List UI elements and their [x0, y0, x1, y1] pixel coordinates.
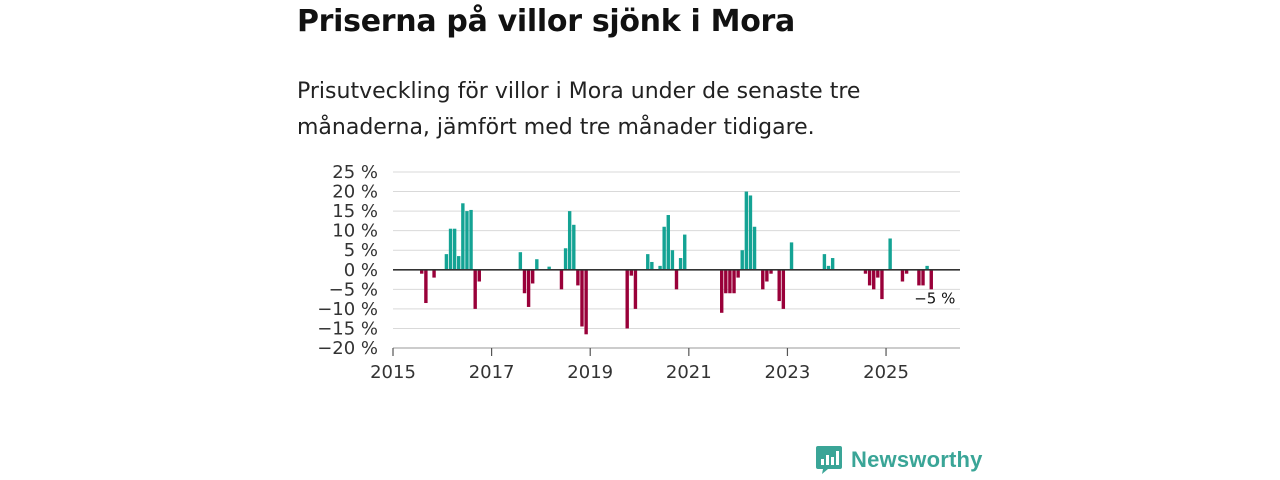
bar — [658, 265, 662, 270]
bar — [452, 228, 457, 270]
bar — [650, 261, 654, 270]
x-tick-label: 2023 — [765, 362, 811, 383]
bar — [518, 252, 523, 270]
bar — [670, 250, 675, 270]
bar — [666, 215, 670, 270]
bar — [732, 269, 736, 294]
bar — [465, 211, 469, 270]
bar — [477, 269, 481, 282]
y-tick-label: 25 % — [332, 162, 378, 183]
bar — [674, 269, 679, 290]
grid-lines — [393, 171, 960, 349]
bar — [469, 209, 473, 270]
bar — [925, 265, 929, 270]
y-tick-label: −20 % — [317, 338, 378, 359]
bar — [420, 269, 424, 274]
bar — [900, 269, 905, 282]
bar — [789, 242, 794, 270]
bar — [633, 269, 638, 309]
bar — [904, 269, 909, 274]
bar — [872, 269, 876, 290]
bar — [765, 269, 769, 282]
bar — [563, 248, 568, 270]
x-tick-label: 2017 — [469, 362, 515, 383]
bar — [473, 269, 477, 309]
bar — [777, 269, 781, 302]
bar — [625, 269, 629, 329]
bar — [584, 269, 588, 335]
x-tick-label: 2021 — [666, 362, 712, 383]
bars — [420, 191, 933, 335]
bar — [929, 269, 933, 290]
bar — [576, 269, 580, 286]
bar — [761, 269, 765, 290]
bar — [867, 269, 872, 286]
y-tick-label: 20 % — [332, 182, 378, 203]
bar — [526, 269, 531, 307]
y-tick-label: 10 % — [332, 221, 378, 242]
y-axis-tick-labels: 25 %20 %15 %10 %5 %0 %−5 %−10 %−15 %−20 … — [317, 162, 378, 359]
bar — [444, 254, 449, 270]
bar — [432, 269, 436, 278]
bar — [683, 234, 687, 270]
bar — [572, 224, 576, 270]
y-tick-label: −5 % — [329, 279, 378, 300]
y-tick-label: 0 % — [344, 260, 378, 281]
bar — [752, 226, 757, 270]
brand-logo: Newsworthy — [815, 445, 983, 475]
last-value-annotation: −5 % — [914, 289, 955, 307]
y-tick-label: 15 % — [332, 201, 378, 222]
bar — [826, 265, 831, 270]
bar — [530, 269, 535, 284]
y-tick-label: −10 % — [317, 299, 378, 320]
bar — [769, 269, 773, 274]
chart-title: Priserna på villor sjönk i Mora — [297, 4, 795, 39]
bar — [728, 269, 732, 294]
bar — [646, 254, 650, 270]
bar — [724, 269, 728, 294]
bar — [748, 195, 753, 270]
bar — [559, 269, 564, 290]
bar — [876, 269, 880, 278]
chart-subtitle: Prisutveckling för villor i Mora under d… — [297, 79, 861, 140]
bar — [522, 269, 527, 294]
x-axis-ticks: 2015 2017 2019 2021 2023 2025 — [370, 348, 909, 383]
bar — [629, 269, 633, 276]
bar — [424, 269, 428, 304]
newsworthy-logo-icon — [816, 446, 842, 474]
y-tick-label: 5 % — [344, 240, 378, 261]
x-tick-label: 2025 — [863, 362, 909, 383]
bar — [535, 259, 539, 270]
bar — [921, 269, 925, 286]
bar — [547, 266, 551, 270]
bar — [736, 269, 740, 278]
bar — [740, 250, 744, 270]
bar — [678, 258, 683, 270]
bar — [457, 256, 461, 270]
bar — [744, 191, 749, 270]
x-tick-label: 2019 — [567, 362, 613, 383]
bar — [917, 269, 921, 286]
brand-name: Newsworthy — [851, 447, 983, 472]
bar — [781, 269, 786, 309]
bar — [567, 211, 572, 270]
bar — [822, 254, 827, 270]
bar — [888, 238, 892, 270]
bar — [720, 269, 724, 313]
bar — [580, 269, 584, 327]
bar — [830, 258, 835, 270]
bar — [448, 228, 453, 270]
bar — [863, 269, 868, 274]
bar — [461, 203, 465, 270]
y-tick-label: −15 % — [317, 318, 378, 339]
bar — [662, 226, 666, 270]
x-tick-label: 2015 — [370, 362, 416, 383]
bar — [880, 269, 884, 300]
